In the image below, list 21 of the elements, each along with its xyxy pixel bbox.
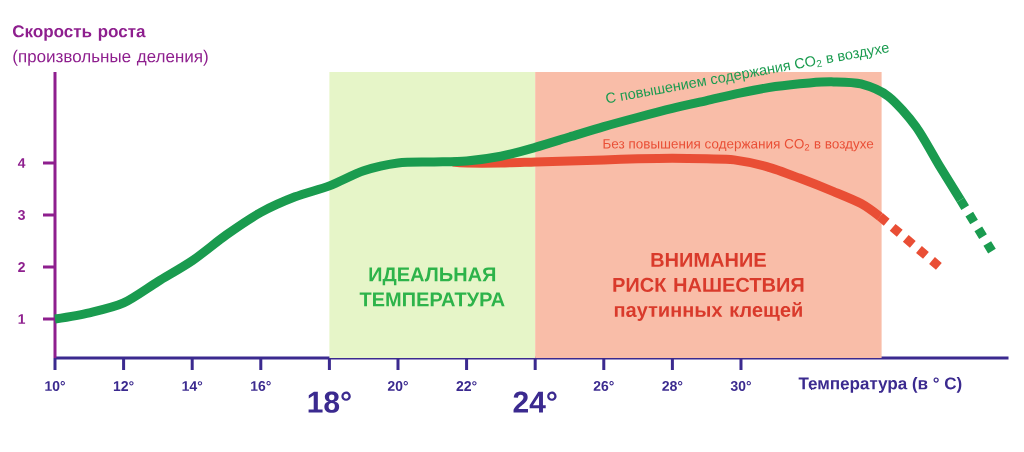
y-axis-title: Скорость роста (произвольные деления) (12, 25, 208, 66)
annotation: 24° (513, 391, 557, 413)
x-tick-label: 12° (113, 381, 134, 391)
band-label: ИДЕАЛЬНАЯ ТЕМПЕРАТУРА (359, 267, 505, 307)
x-tick-label: 30° (730, 381, 751, 391)
y-tick-label: 2 (18, 262, 25, 272)
x-tick-label: 20° (387, 381, 408, 391)
x-tick-label: 14° (182, 381, 203, 391)
band-label: ВНИМАНИЕ РИСК НАШЕСТВИЯ паутинных клещей (613, 253, 804, 321)
y-tick-label: 4 (17, 158, 26, 168)
x-tick-label: 22° (456, 381, 477, 391)
series-label: Без повышения содержания CO$_{2}$ в воздухе (603, 138, 874, 152)
text: С повышением содержания CO$_{2}$ в воздухе (606, 44, 889, 103)
x-tick-label: 10° (45, 381, 65, 391)
y-tick-label: 1 (18, 314, 26, 324)
x-tick-label: 28° (662, 381, 683, 391)
x-tick-label: 16° (251, 381, 271, 391)
annotation: 18° (308, 391, 351, 413)
y-tick-label: 3 (17, 210, 25, 220)
x-tick-label: 26° (593, 381, 614, 391)
x-axis-title: Температура (в ° С) (798, 376, 962, 393)
